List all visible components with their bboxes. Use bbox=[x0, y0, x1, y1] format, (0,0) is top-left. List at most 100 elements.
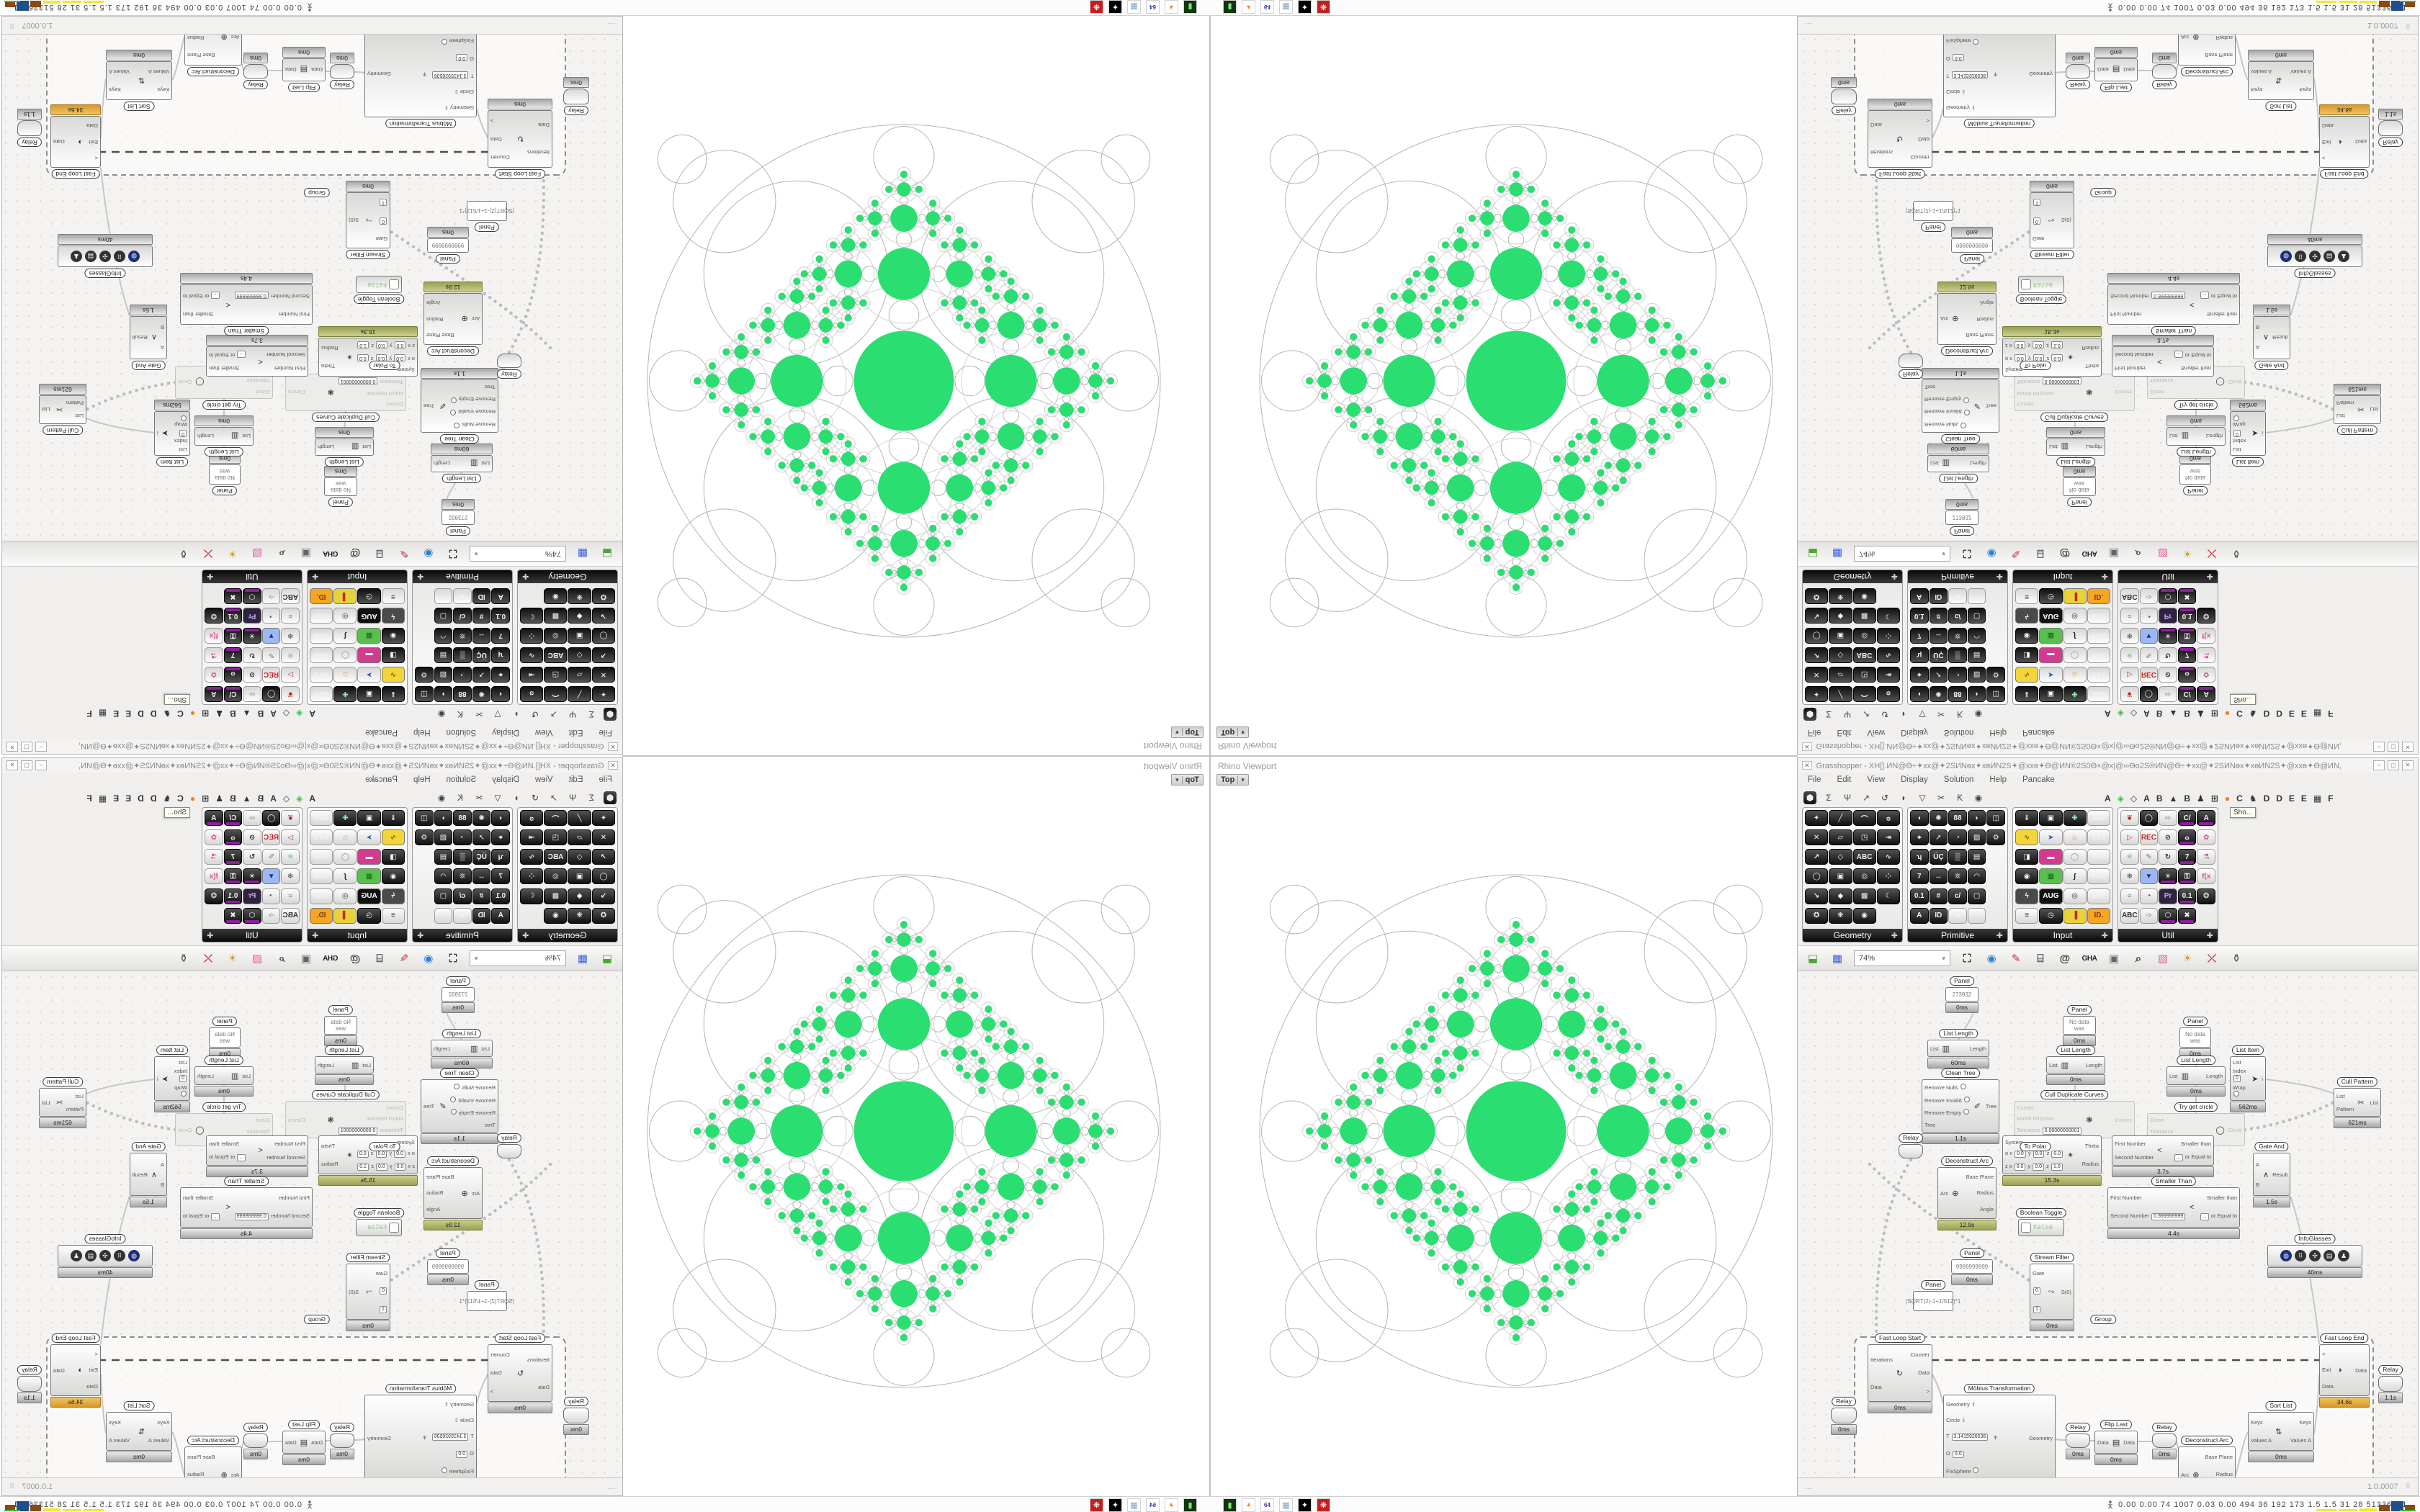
gh-node-list-length[interactable]: List Length List ▥ Length 60ms bbox=[431, 1029, 493, 1068]
component-icon[interactable]: ✦ bbox=[1805, 810, 1829, 826]
gh-node-component[interactable]: First Number Second Number < Smaller than..… bbox=[206, 1135, 308, 1177]
gh-node-panel[interactable]: Panel 273932 0ms bbox=[442, 499, 475, 536]
component-icon[interactable]: ◨ bbox=[381, 849, 405, 865]
gh-node-m-bius-transformation[interactable]: Möbius Transformation Geometry ⇧ Circle ⇩ T… bbox=[1943, 1384, 2056, 1477]
palette-expand-icon[interactable]: ✚ bbox=[312, 931, 319, 940]
category-tab-icon[interactable]: Ψ bbox=[568, 793, 577, 803]
component-icon[interactable]: C/ bbox=[2177, 686, 2197, 702]
palette-expand-icon[interactable]: ✚ bbox=[2206, 572, 2213, 581]
component-icon[interactable]: ● bbox=[1948, 588, 1967, 605]
view-mode-button[interactable]: Top ▾ bbox=[1171, 774, 1204, 786]
palette-expand-icon[interactable]: ✚ bbox=[522, 931, 529, 940]
minimize-button[interactable]: – bbox=[2373, 760, 2385, 770]
component-icon[interactable]: 7 bbox=[2177, 647, 2197, 663]
component-icon[interactable]: ◳ bbox=[544, 829, 568, 846]
terminal-app-icon[interactable]: ▮ bbox=[1183, 1498, 1197, 1512]
plugin-tab[interactable]: E bbox=[2288, 708, 2295, 719]
plugin-tab[interactable]: ♞ bbox=[2249, 708, 2258, 719]
component-icon[interactable]: ◷ bbox=[2039, 907, 2063, 924]
animal-logo-app-icon[interactable]: ✦ bbox=[1298, 1498, 1312, 1512]
gh-node-relay[interactable]: Relay 0ms bbox=[330, 1423, 354, 1459]
component-icon[interactable]: ● bbox=[453, 907, 472, 924]
save-file-icon[interactable]: ▦ bbox=[577, 547, 588, 559]
component-icon[interactable]: REC bbox=[261, 829, 281, 846]
menu-pancake[interactable]: Pancake bbox=[365, 775, 398, 784]
component-icon[interactable]: ABC bbox=[2120, 907, 2139, 924]
component-icon[interactable]: ◇ bbox=[1829, 849, 1852, 865]
component-icon[interactable]: ⇓ bbox=[2015, 810, 2039, 826]
plugin-tab[interactable]: F bbox=[86, 708, 92, 719]
category-tab-icon[interactable]: ⬢ bbox=[1803, 791, 1816, 804]
screenshot-icon[interactable]: ▣ bbox=[2108, 547, 2120, 559]
component-icon[interactable]: ◖ bbox=[491, 810, 510, 826]
component-icon[interactable]: c/ bbox=[453, 608, 472, 624]
palette-caption[interactable]: Geometry ✚ bbox=[518, 929, 617, 942]
component-icon[interactable]: ◎ bbox=[544, 627, 568, 644]
gh-node-stream-filter[interactable]: Stream Filter Gate 0 1 ⤳ S(0) 0ms bbox=[346, 1253, 390, 1331]
component-icon[interactable]: ☾ bbox=[1876, 608, 1900, 624]
resize-grip-icon[interactable]: ⠿ bbox=[9, 1482, 15, 1491]
component-icon[interactable]: ▒ bbox=[453, 849, 472, 865]
component-icon[interactable]: 88 bbox=[1948, 810, 1967, 826]
component-icon[interactable]: A bbox=[2197, 686, 2215, 702]
component-icon[interactable]: ⬡ bbox=[243, 907, 261, 924]
menu-help[interactable]: Help bbox=[413, 775, 431, 784]
plugin-tab[interactable]: F bbox=[2328, 793, 2334, 804]
resize-grip-icon[interactable]: ⠿ bbox=[2405, 21, 2411, 30]
component-icon[interactable]: ◫ bbox=[1986, 686, 2005, 702]
component-icon[interactable]: ▢ bbox=[434, 888, 453, 904]
component-icon[interactable]: ID bbox=[472, 907, 491, 924]
component-icon[interactable]: ◇ bbox=[568, 647, 591, 663]
mystery-box-icon[interactable]: ▧ bbox=[251, 953, 263, 965]
gh-node-relay[interactable]: Relay 1.1s bbox=[17, 109, 42, 147]
component-icon[interactable]: PDB bbox=[310, 868, 333, 885]
menu-edit[interactable]: Edit bbox=[1837, 775, 1852, 784]
plugin-tab[interactable]: D bbox=[149, 708, 157, 719]
gh-node-gate-and[interactable]: Gate And A B ∧ Result 1.5s bbox=[130, 305, 167, 370]
category-tab-icon[interactable]: Ψ bbox=[1843, 709, 1852, 719]
component-icon[interactable]: ↗ bbox=[591, 647, 615, 663]
calculator-app-icon[interactable]: ▦ bbox=[1279, 0, 1293, 14]
component-icon[interactable]: ▤ bbox=[1967, 849, 1986, 865]
component-icon[interactable]: ABC bbox=[281, 907, 300, 924]
category-tab-icon[interactable]: ↺ bbox=[1881, 709, 1889, 719]
component-icon[interactable]: ○ bbox=[2120, 888, 2139, 904]
plugin-tab[interactable]: A bbox=[269, 708, 277, 719]
zoom-extents-icon[interactable]: ⛶ bbox=[449, 952, 457, 965]
component-icon[interactable]: ⌖ bbox=[1910, 666, 1929, 683]
maximize-button[interactable]: ▢ bbox=[21, 742, 32, 752]
component-icon[interactable]: ➚ bbox=[472, 666, 491, 683]
component-icon[interactable]: ◎ bbox=[1852, 627, 1876, 644]
plugin-tab[interactable]: ♞ bbox=[2249, 793, 2258, 804]
gh-node-list-length[interactable]: List Length List ▥ Length 0ms bbox=[2166, 415, 2226, 456]
plugin-tab[interactable]: ⊞ bbox=[201, 793, 210, 804]
component-icon[interactable]: IMG bbox=[310, 849, 333, 865]
calculator-app-icon[interactable]: ▦ bbox=[1127, 1498, 1141, 1512]
zoom-select[interactable]: 74% ▾ bbox=[470, 950, 566, 966]
plugin-tab[interactable]: ● bbox=[189, 708, 196, 719]
gh-node-cull-pattern[interactable]: Cull Pattern List Pattern ✂ List 621ms bbox=[39, 384, 86, 435]
gh-node-component[interactable]: System o x 0.0 y 0.0 z 0.0 z x 0.0 y 0.0 z… bbox=[318, 1135, 418, 1186]
plugin-tab[interactable]: ◈ bbox=[2117, 708, 2125, 719]
menu-pancake[interactable]: Pancake bbox=[2022, 728, 2055, 737]
component-icon[interactable]: ⚗ bbox=[2197, 849, 2215, 865]
component-icon[interactable]: ✪ bbox=[591, 588, 615, 605]
palette-expand-icon[interactable]: ✚ bbox=[1996, 931, 2003, 940]
plugin-tab[interactable]: B bbox=[228, 708, 236, 719]
component-icon[interactable]: # bbox=[1929, 888, 1948, 904]
component-icon[interactable]: ▣ bbox=[357, 686, 381, 702]
component-icon[interactable]: ◖ bbox=[1910, 686, 1929, 702]
component-icon[interactable]: ↗ bbox=[591, 849, 615, 865]
menu-file[interactable]: File bbox=[1808, 728, 1821, 737]
component-icon[interactable]: ⚛ bbox=[281, 647, 300, 663]
component-icon[interactable]: ∫ bbox=[2063, 868, 2087, 885]
gh-node-infoglasses[interactable]: InfoGlasses ◍ ⠿ ✣ ▤ ♟ 40ms bbox=[58, 234, 153, 278]
plugin-tab[interactable]: ▲ bbox=[2169, 708, 2179, 719]
palette-expand-icon[interactable]: ✚ bbox=[207, 931, 214, 940]
category-tab-icon[interactable]: ✂ bbox=[1937, 709, 1945, 719]
category-tab-icon[interactable]: ◉ bbox=[437, 709, 446, 719]
component-icon[interactable]: ▨ bbox=[434, 666, 453, 683]
statusbar-ellipsis[interactable]: ... bbox=[608, 21, 615, 30]
component-icon[interactable]: ▣ bbox=[568, 868, 591, 885]
minimize-button[interactable]: – bbox=[35, 760, 47, 770]
